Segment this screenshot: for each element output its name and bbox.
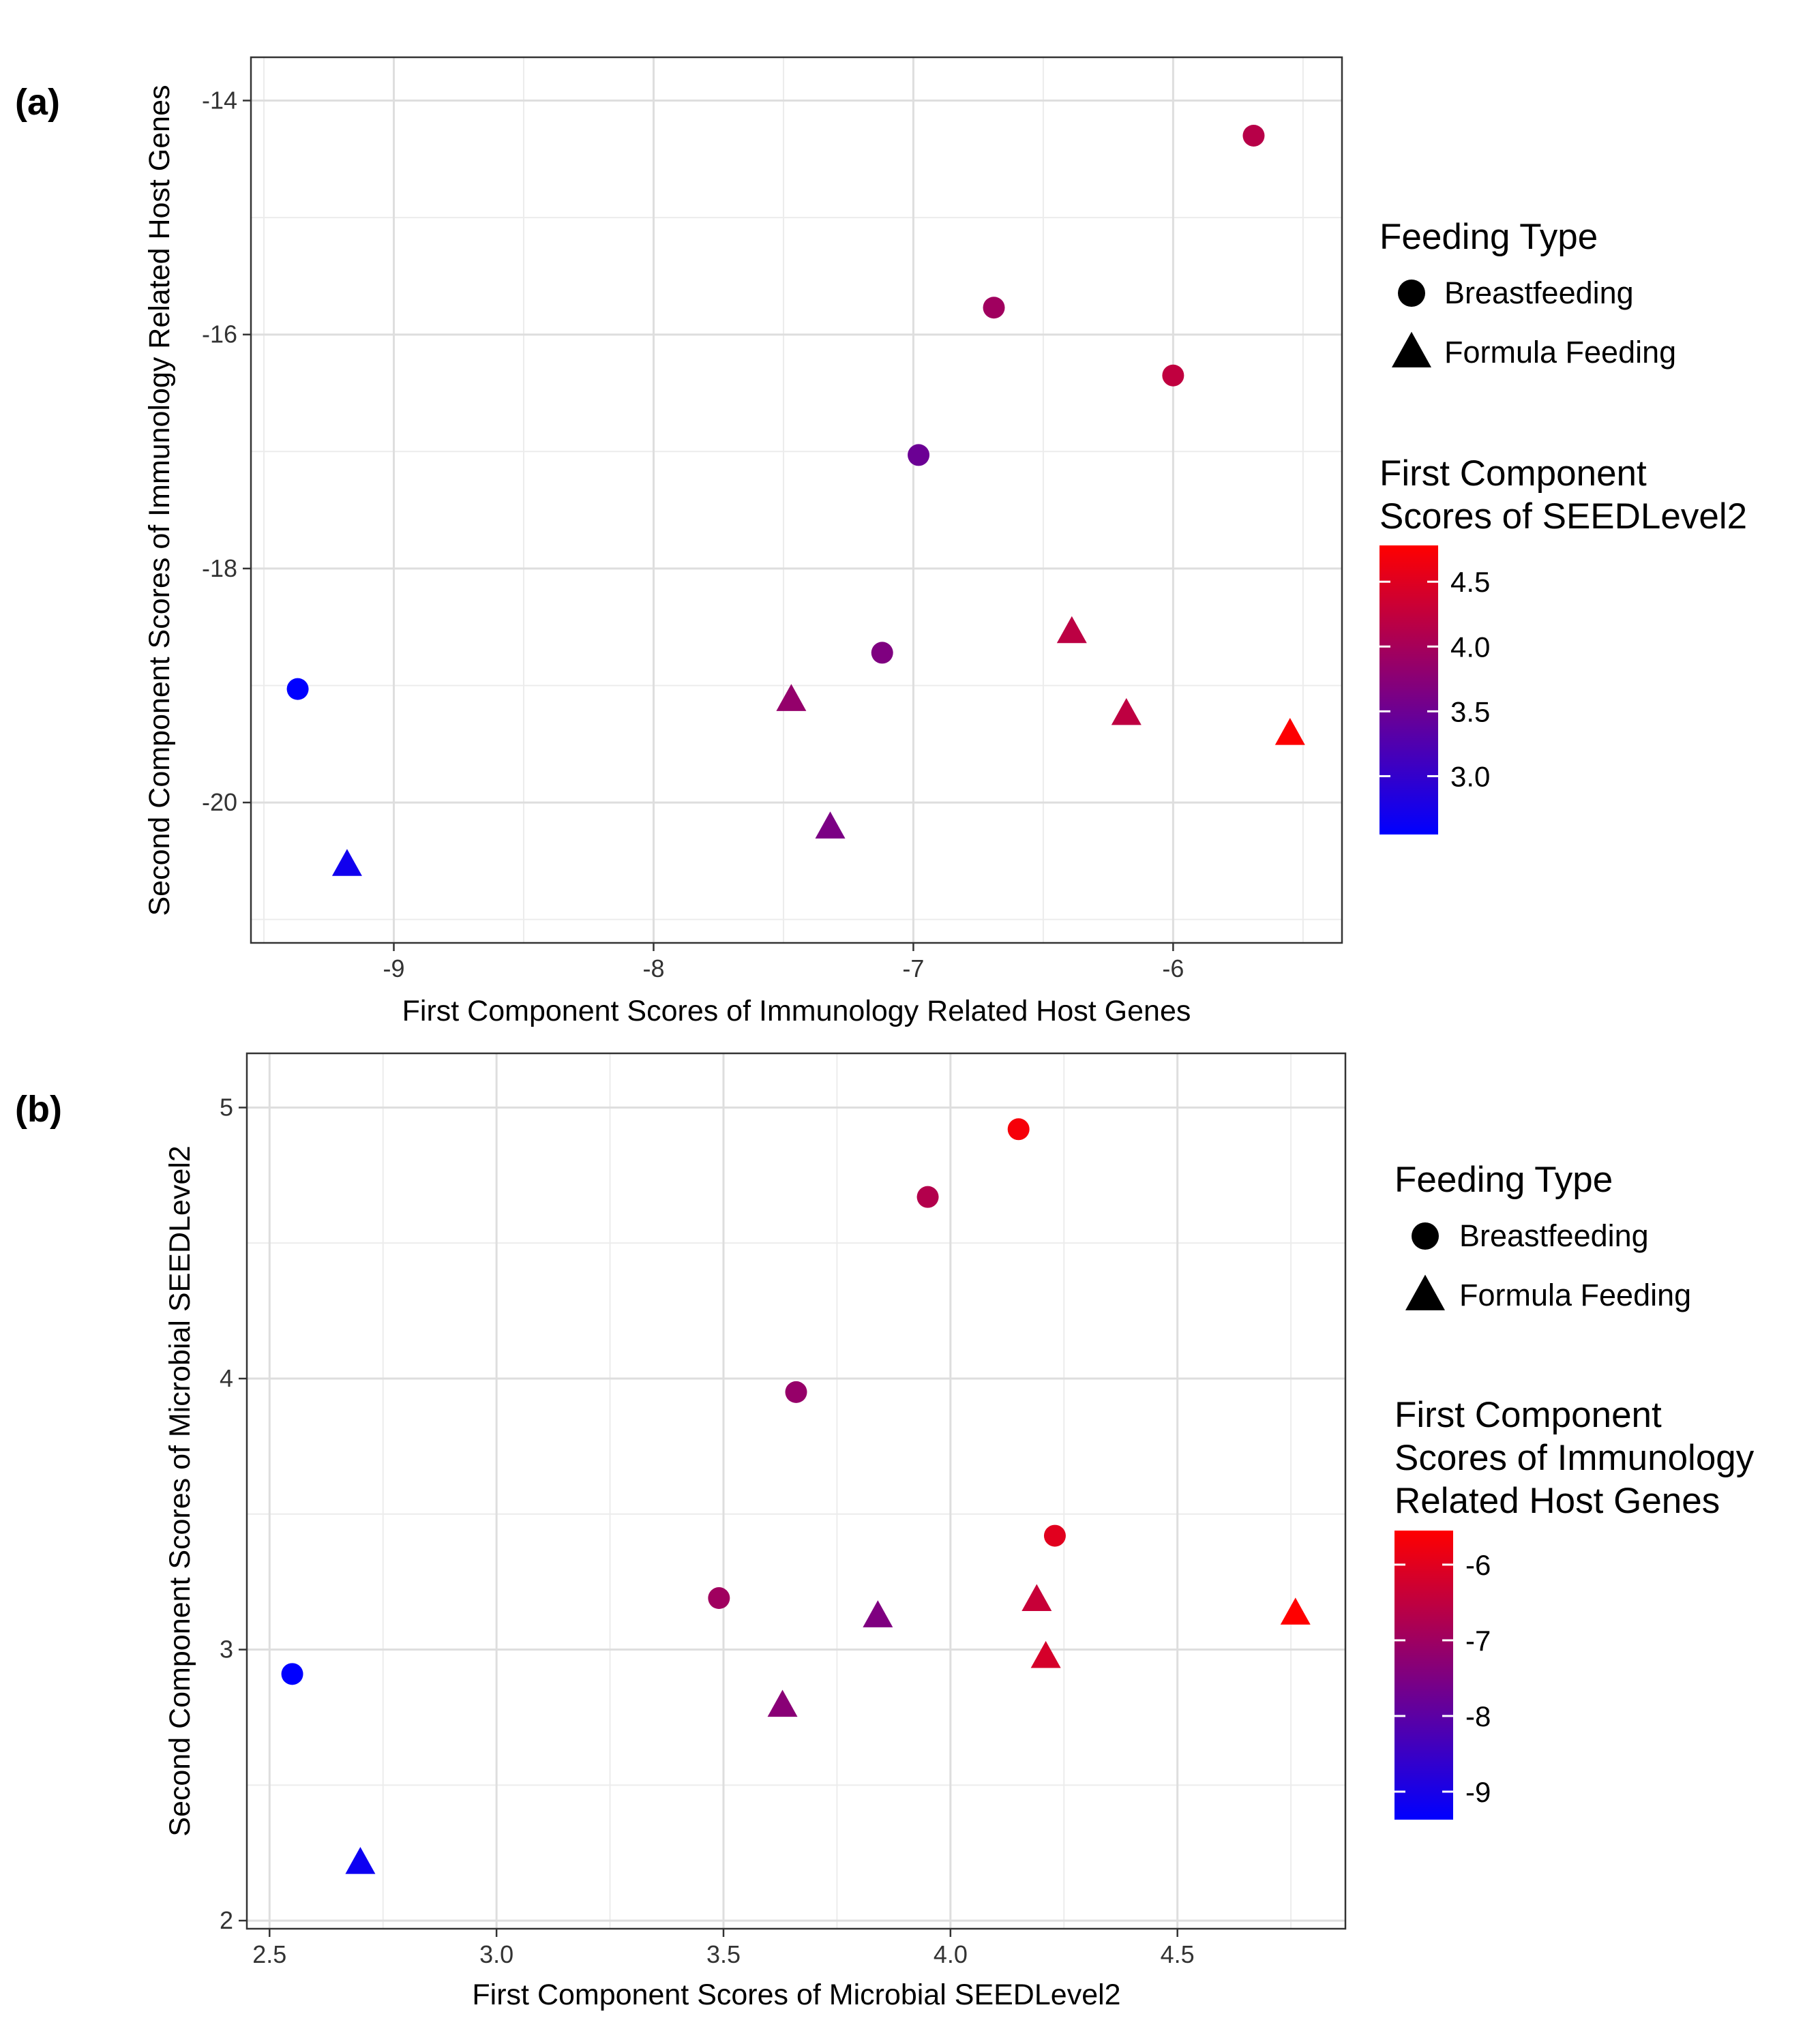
data-point-breastfeeding bbox=[785, 1381, 807, 1403]
legend-circle-icon bbox=[1398, 280, 1425, 307]
x-tick-label: 4.5 bbox=[1161, 1940, 1195, 1968]
colorbar-tick-label: 4.0 bbox=[1450, 631, 1490, 663]
x-tick-label: -6 bbox=[1162, 954, 1184, 982]
legend-triangle-icon bbox=[1392, 331, 1431, 367]
y-tick-label: 3 bbox=[220, 1636, 233, 1664]
data-point-breastfeeding bbox=[983, 297, 1005, 319]
legend-circle-icon bbox=[1412, 1222, 1439, 1250]
colorbar-tick-label: -8 bbox=[1465, 1700, 1491, 1732]
legend-item-label: Breastfeeding bbox=[1444, 275, 1634, 310]
x-axis-title: First Component Scores of Immunology Rel… bbox=[402, 995, 1191, 1027]
plot-frame bbox=[245, 1052, 1347, 1930]
data-point-formula-feeding bbox=[1021, 1584, 1052, 1612]
data-point-breastfeeding bbox=[286, 678, 309, 700]
legend-item-label: Breastfeeding bbox=[1459, 1218, 1649, 1253]
legend-color-title: Related Host Genes bbox=[1394, 1481, 1720, 1521]
data-point-breastfeeding bbox=[1043, 1524, 1066, 1547]
panel-a: (a) -9 -8 -7 -6 -14 -16 -18 -20 First Component S… bbox=[15, 56, 1747, 1027]
data-point-breastfeeding bbox=[871, 642, 893, 664]
data-point-formula-feeding bbox=[331, 849, 362, 876]
x-tick-label: 2.5 bbox=[252, 1940, 286, 1968]
x-tick-label: 4.0 bbox=[934, 1940, 968, 1968]
data-point-breastfeeding bbox=[281, 1663, 303, 1685]
legend-color-title: First Component bbox=[1379, 453, 1647, 494]
legend-shape-title: Feeding Type bbox=[1379, 217, 1598, 257]
y-axis-title: Second Component Scores of Immunology Re… bbox=[143, 85, 176, 916]
data-point-breastfeeding bbox=[1162, 364, 1184, 387]
colorbar-tick-label: -7 bbox=[1465, 1625, 1491, 1657]
y-tick-label: -14 bbox=[202, 86, 237, 114]
y-axis-title: Second Component Scores of Microbial SEE… bbox=[164, 1145, 196, 1836]
legend-item-label: Formula Feeding bbox=[1459, 1278, 1691, 1312]
y-tick-label: 4 bbox=[220, 1364, 233, 1392]
legend-color-title: First Component bbox=[1394, 1395, 1662, 1435]
y-tick-label: -18 bbox=[202, 554, 237, 582]
y-tick-label: -20 bbox=[202, 788, 237, 816]
y-tick-label: -16 bbox=[202, 320, 237, 348]
data-point-formula-feeding bbox=[815, 811, 846, 839]
legend-triangle-icon bbox=[1405, 1274, 1445, 1310]
panel-label: (b) bbox=[15, 1089, 62, 1130]
y-tick-label: 2 bbox=[220, 1906, 233, 1934]
data-point-formula-feeding bbox=[776, 684, 807, 711]
colorbar-tick-label: 4.5 bbox=[1450, 566, 1490, 598]
colorbar bbox=[1379, 545, 1438, 834]
colorbar-tick-label: 3.0 bbox=[1450, 760, 1490, 792]
legend-color-title: Scores of SEEDLevel2 bbox=[1379, 496, 1747, 537]
data-point-breastfeeding bbox=[708, 1587, 730, 1610]
x-tick-label: -8 bbox=[642, 954, 664, 982]
plot-background bbox=[247, 1053, 1345, 1929]
data-point-formula-feeding bbox=[345, 1847, 376, 1874]
panel-label: (a) bbox=[15, 82, 60, 123]
data-point-breastfeeding bbox=[908, 444, 930, 466]
x-tick-label: 3.0 bbox=[479, 1940, 513, 1968]
x-tick-label: 3.5 bbox=[706, 1940, 741, 1968]
colorbar-tick-label: -9 bbox=[1465, 1776, 1491, 1808]
data-point-breastfeeding bbox=[1007, 1118, 1030, 1141]
legend-shape-title: Feeding Type bbox=[1394, 1160, 1613, 1200]
data-point-formula-feeding bbox=[1280, 1597, 1311, 1625]
panel-b: (b) 2.5 3.0 3.5 4.0 4.5 2 3 4 5 First Component Sc… bbox=[15, 1052, 1755, 2011]
y-tick-label: 5 bbox=[220, 1094, 233, 1122]
legend-item-label: Formula Feeding bbox=[1444, 335, 1676, 370]
legend-color-title: Scores of Immunology bbox=[1394, 1438, 1755, 1478]
x-axis-title: First Component Scores of Microbial SEED… bbox=[472, 1979, 1120, 2011]
x-tick-label: -7 bbox=[902, 954, 924, 982]
data-point-formula-feeding bbox=[1056, 616, 1087, 644]
data-point-formula-feeding bbox=[1030, 1640, 1061, 1668]
colorbar bbox=[1394, 1531, 1453, 1820]
data-point-breastfeeding bbox=[1242, 124, 1265, 147]
data-point-breastfeeding bbox=[916, 1186, 939, 1208]
data-point-formula-feeding bbox=[863, 1600, 893, 1627]
data-point-formula-feeding bbox=[1111, 697, 1142, 725]
plot-background bbox=[251, 57, 1342, 943]
x-tick-label: -9 bbox=[383, 954, 405, 982]
data-point-formula-feeding bbox=[1274, 718, 1305, 745]
colorbar-tick-label: -6 bbox=[1465, 1549, 1491, 1581]
plot-frame bbox=[250, 56, 1343, 944]
data-point-formula-feeding bbox=[767, 1689, 798, 1717]
colorbar-tick-label: 3.5 bbox=[1450, 695, 1490, 727]
